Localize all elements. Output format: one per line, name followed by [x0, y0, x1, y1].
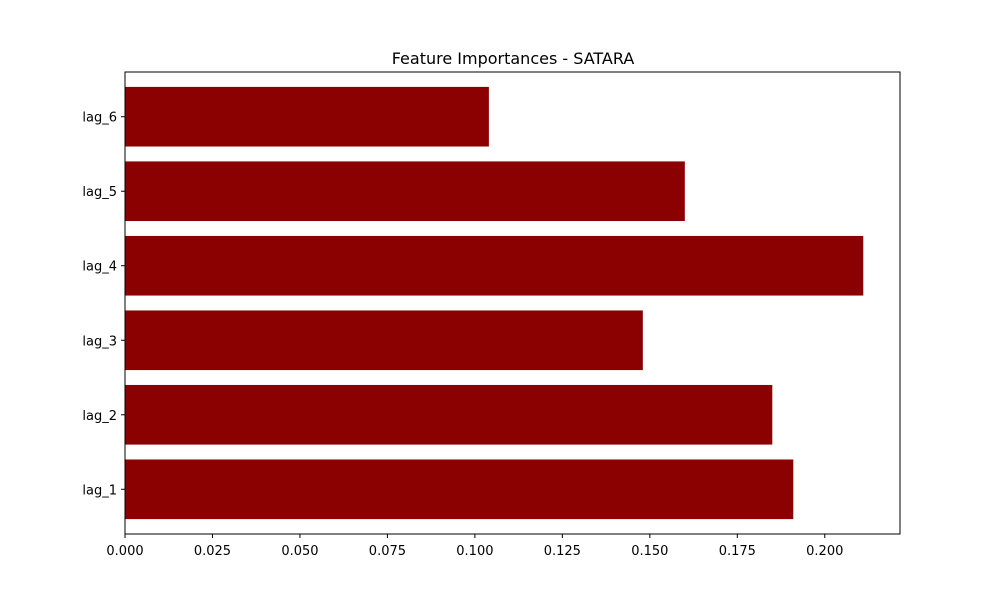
- bar-lag-4: [125, 235, 864, 296]
- y-tick-label: lag_4: [82, 260, 117, 275]
- bar-lag-6: [125, 86, 489, 147]
- y-axis: lag_1 lag_2 lag_3 lag_4 lag_5 lag_6: [82, 111, 125, 498]
- bars-layer: [125, 86, 864, 520]
- x-axis: 0.000 0.025 0.050 0.075 0.100 0.125 0.150 0.175…: [106, 534, 843, 559]
- x-tick-label: 0.175: [719, 544, 756, 559]
- x-tick-label: 0.025: [194, 544, 231, 559]
- x-tick-label: 0.075: [369, 544, 406, 559]
- x-tick-label: 0.200: [806, 544, 843, 559]
- x-tick-label: 0.100: [456, 544, 493, 559]
- y-tick-label: lag_1: [82, 483, 117, 498]
- y-tick-label: lag_2: [82, 409, 117, 424]
- x-tick-label: 0.000: [106, 544, 143, 559]
- x-tick-label: 0.150: [631, 544, 668, 559]
- bar-lag-3: [125, 310, 643, 371]
- y-tick-label: lag_6: [82, 111, 117, 126]
- x-tick-label: 0.050: [281, 544, 318, 559]
- y-tick-label: lag_3: [82, 334, 117, 349]
- y-tick-label: lag_5: [82, 185, 117, 200]
- bar-lag-2: [125, 384, 773, 445]
- bar-lag-1: [125, 459, 794, 520]
- bar-lag-5: [125, 161, 685, 222]
- x-tick-label: 0.125: [544, 544, 581, 559]
- chart-title: Feature Importances - SATARA: [392, 49, 635, 68]
- plot-frame: [124, 71, 901, 535]
